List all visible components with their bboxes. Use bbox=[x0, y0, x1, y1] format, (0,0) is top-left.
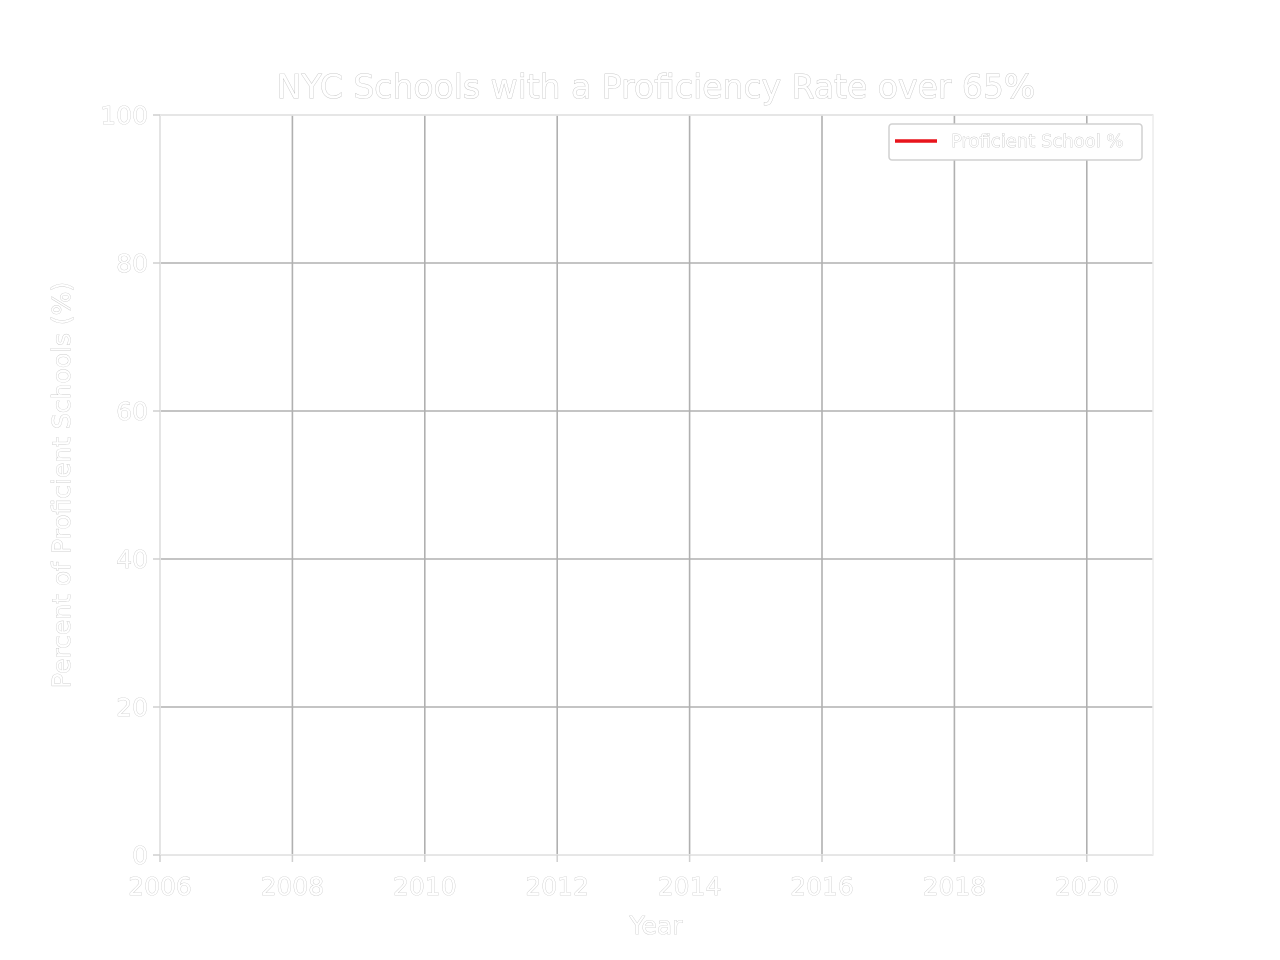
legend-box bbox=[888, 123, 1143, 161]
x-tick-label-2020: 2020 bbox=[1055, 872, 1119, 901]
legend-label-proficient: Proficient School % bbox=[951, 131, 1124, 152]
y-tick-label-40: 40 bbox=[116, 545, 148, 574]
y-tick-label-0: 0 bbox=[132, 841, 148, 870]
plot-frame bbox=[159, 114, 1154, 856]
y-tick-label-20: 20 bbox=[116, 693, 148, 722]
axis-ticks: 2006 2008 2010 2012 2014 2016 2018 2020 0 20 40 60 8… bbox=[100, 101, 1119, 902]
x-tick-label-2006: 2006 bbox=[128, 872, 192, 901]
x-axis-label: Year bbox=[629, 911, 684, 940]
x-tick-label-2012: 2012 bbox=[525, 872, 589, 901]
grid-lines bbox=[159, 114, 1153, 856]
legend: Proficient School % bbox=[888, 123, 1143, 161]
y-tick-label-80: 80 bbox=[116, 249, 148, 278]
x-tick-label-2018: 2018 bbox=[923, 872, 987, 901]
x-tick-label-2008: 2008 bbox=[261, 872, 325, 901]
x-tick-label-2014: 2014 bbox=[658, 872, 722, 901]
y-axis-label: Percent of Proficient Schools (%) bbox=[47, 282, 76, 688]
x-tick-label-2010: 2010 bbox=[393, 872, 457, 901]
y-tick-label-60: 60 bbox=[116, 397, 148, 426]
x-tick-label-2016: 2016 bbox=[790, 872, 854, 901]
chart-title: NYC Schools with a Proficiency Rate over… bbox=[277, 67, 1035, 106]
y-tick-label-100: 100 bbox=[100, 101, 148, 130]
